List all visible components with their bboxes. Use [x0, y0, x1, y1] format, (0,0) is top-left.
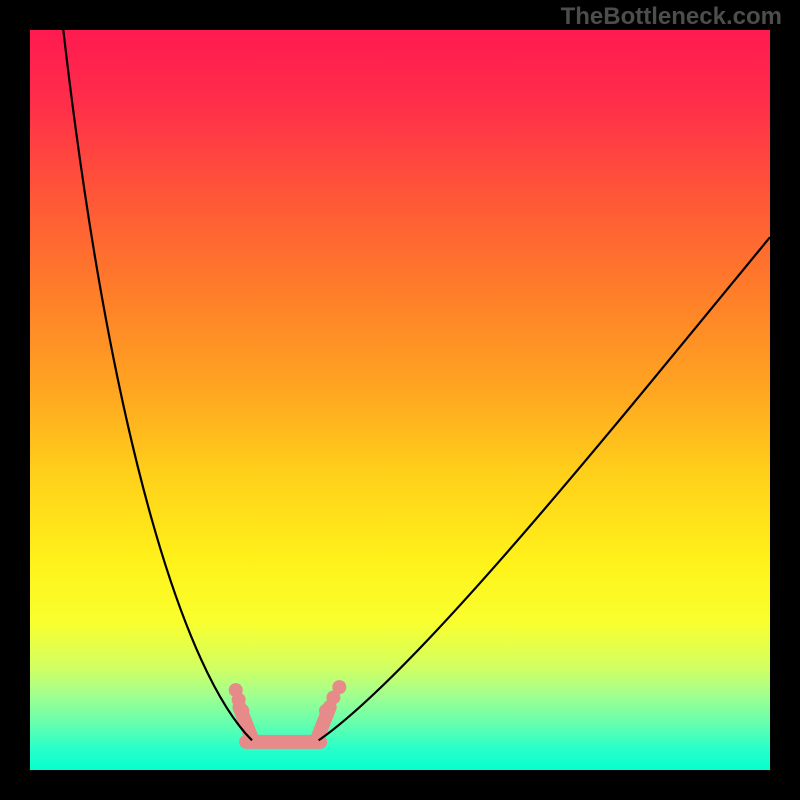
- optimal-zone-dot: [235, 704, 249, 718]
- chart-stage: TheBottleneck.com: [0, 0, 800, 800]
- source-watermark: TheBottleneck.com: [561, 3, 782, 31]
- optimal-zone-dot: [332, 680, 346, 694]
- chart-background: [30, 30, 770, 770]
- optimal-zone-dot: [319, 704, 333, 718]
- bottleneck-curve-chart: [30, 30, 770, 770]
